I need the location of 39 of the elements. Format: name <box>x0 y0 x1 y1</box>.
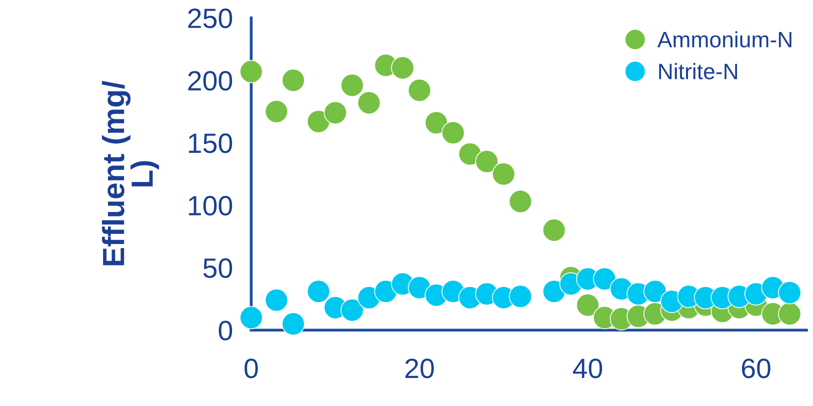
point <box>508 284 532 308</box>
point <box>643 280 667 303</box>
x-tick-label: 60 <box>742 358 770 378</box>
legend-label: Ammonium-N <box>657 31 792 48</box>
y-tick-label: 100 <box>188 196 232 216</box>
point <box>264 100 288 124</box>
point <box>442 121 465 144</box>
point <box>306 110 330 134</box>
y-tick-label: 0 <box>218 320 232 340</box>
y-tick-label: 250 <box>188 8 232 28</box>
legend-label: Nitrite-N <box>659 63 738 80</box>
point <box>408 78 432 102</box>
point <box>475 150 498 174</box>
point <box>282 68 305 92</box>
x-tick-label: 0 <box>244 358 258 378</box>
y-tick-label: 50 <box>203 258 232 278</box>
point <box>282 312 305 336</box>
point <box>340 298 364 322</box>
point <box>492 162 516 186</box>
point <box>324 101 347 124</box>
point <box>778 280 802 304</box>
x-tick-label: 40 <box>572 358 602 378</box>
point <box>508 190 532 214</box>
point <box>340 74 364 97</box>
point <box>357 91 381 114</box>
point <box>391 56 414 80</box>
point <box>778 302 802 326</box>
point <box>240 306 263 330</box>
point <box>306 280 330 303</box>
point <box>264 288 288 312</box>
point <box>542 218 566 242</box>
y-tick-label: 200 <box>188 70 232 91</box>
point <box>424 111 448 134</box>
y-tick-label: 150 <box>188 133 232 154</box>
point <box>240 60 263 84</box>
point <box>592 267 616 290</box>
y-axis-title: Effluent (mg/ L) <box>102 80 160 266</box>
point <box>576 293 600 317</box>
x-tick-label: 20 <box>405 358 434 378</box>
